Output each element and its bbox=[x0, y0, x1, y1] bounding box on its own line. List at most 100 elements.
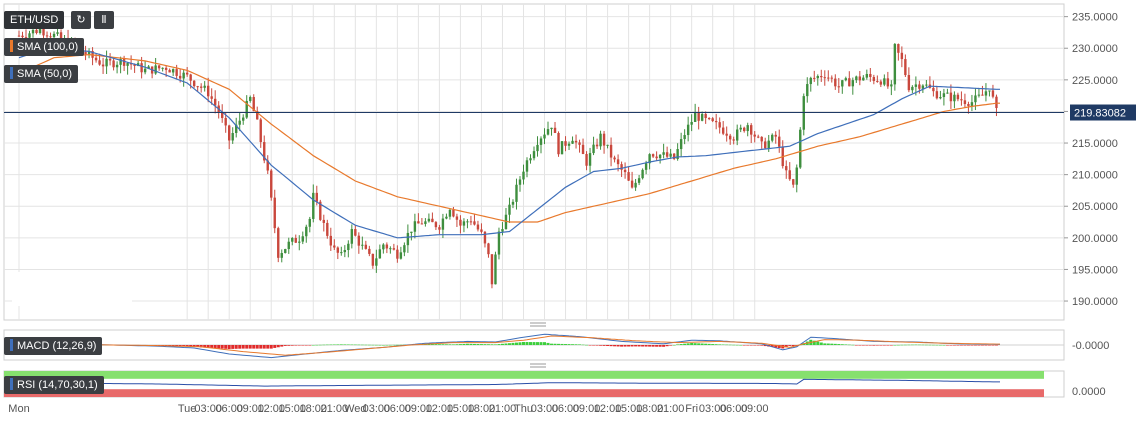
macd-histogram-bar bbox=[875, 345, 879, 346]
y-tick-label: 215.0000 bbox=[1072, 138, 1118, 150]
candle-body bbox=[385, 244, 389, 249]
candle-body bbox=[686, 124, 690, 136]
candle-body bbox=[637, 178, 641, 183]
macd-histogram-bar bbox=[518, 342, 522, 345]
candle-body bbox=[757, 136, 760, 138]
candle-body bbox=[490, 254, 494, 285]
macd-histogram-bar bbox=[532, 342, 536, 345]
macd-histogram-bar bbox=[238, 345, 242, 349]
macd-histogram-bar bbox=[924, 344, 928, 346]
candle-body bbox=[795, 167, 798, 185]
x-tick-label: 03:00 bbox=[194, 403, 222, 415]
macd-histogram-bar bbox=[637, 345, 641, 347]
rsi-swatch bbox=[10, 378, 13, 390]
macd-histogram-bar bbox=[395, 344, 399, 346]
candle-body bbox=[935, 91, 939, 99]
candle-body bbox=[613, 157, 616, 160]
candle-body bbox=[788, 170, 791, 180]
legend-macd[interactable]: MACD (12,26,9) bbox=[4, 337, 103, 355]
candle-body bbox=[84, 51, 87, 55]
macd-histogram-bar bbox=[609, 345, 613, 347]
candle-body bbox=[364, 244, 368, 249]
candle-body bbox=[133, 64, 136, 66]
candle-body bbox=[280, 253, 283, 258]
macd-histogram-bar bbox=[833, 343, 837, 345]
y-tick-label: 205.0000 bbox=[1072, 201, 1118, 213]
macd-histogram-bar bbox=[528, 342, 532, 345]
candle-body bbox=[242, 117, 245, 121]
macd-histogram-bar bbox=[861, 345, 865, 346]
candle-body bbox=[760, 136, 763, 142]
candle-body bbox=[389, 248, 392, 250]
candle-body bbox=[284, 249, 287, 254]
macd-histogram-bar bbox=[602, 345, 606, 346]
macd-histogram-bar bbox=[350, 344, 354, 346]
candle-body bbox=[574, 140, 578, 143]
candle-body bbox=[704, 113, 707, 119]
macd-histogram-bar bbox=[851, 344, 855, 346]
x-tick-label: 18:00 bbox=[468, 403, 496, 415]
candlestick-button[interactable]: Ⅱ bbox=[94, 11, 114, 29]
legend-rsi[interactable]: RSI (14,70,30,1) bbox=[4, 376, 104, 394]
candle-body bbox=[203, 85, 206, 88]
candle-body bbox=[743, 127, 746, 132]
macd-histogram-bar bbox=[550, 343, 554, 345]
macd-histogram-bar bbox=[945, 345, 949, 346]
macd-histogram-bar bbox=[539, 342, 543, 345]
candle-body bbox=[564, 141, 567, 146]
macd-histogram-bar bbox=[959, 345, 963, 346]
x-tick-label: 03:00 bbox=[699, 403, 727, 415]
candle-body bbox=[785, 166, 788, 171]
macd-histogram-bar bbox=[493, 344, 497, 345]
candle-body bbox=[31, 29, 35, 34]
candle-body bbox=[392, 248, 396, 250]
macd-histogram-bar bbox=[434, 344, 438, 345]
candle-body bbox=[487, 243, 490, 255]
candle-body bbox=[886, 78, 890, 87]
reload-button[interactable]: ↻ bbox=[71, 11, 91, 29]
symbol-label[interactable]: ETH/USD bbox=[4, 11, 65, 29]
rsi-line bbox=[19, 378, 1000, 387]
candle-body bbox=[511, 201, 515, 205]
macd-histogram-bar bbox=[721, 344, 725, 345]
candle-body bbox=[739, 127, 742, 130]
candle-body bbox=[434, 222, 438, 228]
candle-body bbox=[522, 171, 525, 180]
candle-body bbox=[753, 134, 756, 137]
macd-histogram-bar bbox=[917, 344, 921, 346]
candle-body bbox=[252, 97, 255, 112]
candle-body bbox=[750, 125, 753, 135]
candle-body bbox=[87, 51, 91, 55]
candle-body bbox=[792, 179, 795, 185]
x-tick-label: 03:00 bbox=[363, 403, 391, 415]
macd-histogram-bar bbox=[816, 341, 820, 345]
candle-body bbox=[914, 84, 918, 87]
x-tick-label: 21:00 bbox=[489, 403, 517, 415]
candle-body bbox=[995, 96, 998, 109]
macd-histogram-bar bbox=[749, 345, 753, 346]
candle-body bbox=[350, 229, 354, 244]
sma-fast-swatch bbox=[10, 67, 13, 79]
macd-histogram-bar bbox=[336, 344, 340, 345]
macd-histogram-bar bbox=[497, 344, 501, 345]
candle-body bbox=[799, 129, 802, 168]
x-tick-label: Fri bbox=[685, 403, 698, 415]
macd-histogram-bar bbox=[732, 344, 736, 346]
candle-body bbox=[199, 86, 203, 88]
candle-body bbox=[354, 229, 357, 236]
candle-body bbox=[841, 80, 844, 87]
macd-histogram-bar bbox=[381, 345, 385, 346]
legend-sma-fast[interactable]: SMA (50,0) bbox=[4, 65, 79, 83]
macd-histogram-bar bbox=[700, 343, 704, 345]
macd-histogram-bar bbox=[283, 345, 287, 346]
candle-body bbox=[497, 231, 501, 255]
candle-body bbox=[406, 232, 410, 246]
candle-body bbox=[764, 141, 767, 149]
legend-sma-slow[interactable]: SMA (100,0) bbox=[4, 38, 85, 56]
macd-histogram-bar bbox=[448, 344, 452, 345]
macd-histogram-bar bbox=[353, 344, 357, 346]
candle-body bbox=[532, 151, 536, 159]
candle-body bbox=[108, 58, 112, 61]
macd-histogram-bar bbox=[984, 345, 988, 346]
